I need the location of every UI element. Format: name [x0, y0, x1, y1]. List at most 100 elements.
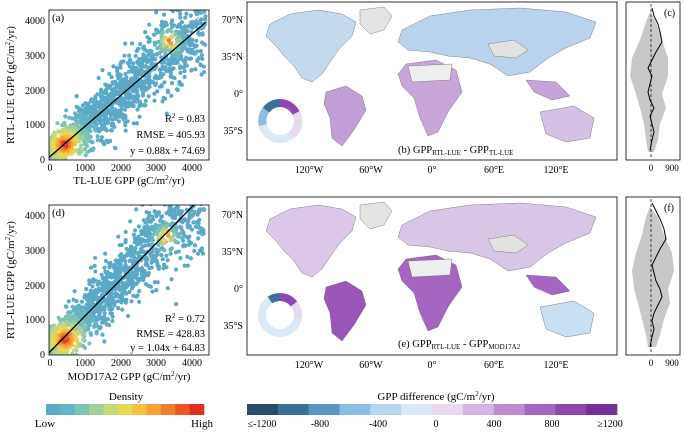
- scatter-point: [77, 148, 81, 152]
- scatter-point: [169, 252, 173, 256]
- density-low-label: Low: [35, 418, 55, 430]
- scatter-point: [193, 188, 197, 192]
- x-tick-a-4: 4000: [182, 163, 202, 174]
- scatter-point: [57, 356, 61, 360]
- scatter-point: [147, 23, 151, 27]
- scatter-point: [202, 2, 206, 6]
- scatter-point: [166, 234, 170, 238]
- scatter-point: [123, 72, 127, 76]
- difference-swatch: [401, 404, 432, 415]
- scatter-point: [167, 39, 171, 43]
- scatter-point: [199, 5, 203, 9]
- scatter-point: [128, 219, 132, 223]
- scatter-point: [64, 305, 68, 309]
- x-tick-a-2: 2000: [111, 163, 131, 174]
- scatter-point: [53, 160, 57, 164]
- lon-60e-bottom: 60°E: [484, 360, 504, 371]
- density-high-label: High: [191, 418, 214, 430]
- scatter-point: [189, 0, 193, 1]
- scatter-point: [181, 0, 185, 3]
- scatter-point: [54, 168, 58, 172]
- y-ticks-d: 0 1000 2000 3000 4000: [25, 211, 45, 361]
- x-tick-d-3: 3000: [146, 358, 166, 369]
- scatter-point: [164, 191, 168, 195]
- scatter-point: [197, 174, 201, 178]
- scatter-point: [160, 99, 164, 103]
- scatter-point: [201, 0, 205, 2]
- difference-swatch: [586, 404, 617, 415]
- scatter-point: [145, 256, 149, 260]
- scatter-point: [100, 321, 104, 325]
- scatter-point: [132, 121, 136, 125]
- scatter-point: [55, 121, 59, 125]
- scatter-point: [165, 190, 169, 194]
- scatter-point: [54, 165, 58, 169]
- scatter-point: [137, 289, 141, 293]
- scatter-point: [80, 300, 84, 304]
- difference-swatch: [340, 404, 371, 415]
- x-tick-d-0: 0: [48, 358, 53, 369]
- scatter-point: [123, 123, 127, 127]
- density-colorbar: [46, 404, 204, 415]
- difference-swatch: [278, 404, 309, 415]
- scatter-point: [168, 196, 172, 200]
- scatter-point: [203, 17, 207, 21]
- scatter-point: [149, 49, 153, 53]
- scatter-point: [184, 198, 188, 202]
- lon-0-top: 0°: [428, 165, 437, 176]
- lon-labels-top: 120°W 60°W 0° 60°E 120°E: [295, 165, 569, 176]
- scatter-point: [110, 319, 114, 323]
- scatter-point: [97, 76, 101, 80]
- scatter-point: [182, 2, 186, 6]
- lat-35s-bottom: 35°S: [223, 321, 243, 332]
- scatter-point: [54, 162, 58, 166]
- scatter-point: [59, 358, 63, 362]
- scatter-point: [173, 197, 177, 201]
- scatter-point: [196, 196, 200, 200]
- scatter-point: [198, 183, 202, 187]
- scatter-point: [107, 265, 111, 269]
- profile-tick-f-1: 900: [665, 358, 679, 368]
- scatter-point: [93, 128, 97, 132]
- scatter-point: [61, 169, 65, 173]
- scatter-point: [195, 3, 199, 7]
- scatter-point: [56, 355, 60, 359]
- lon-120w-top: 120°W: [295, 165, 324, 176]
- density-legend-title: Density: [109, 391, 144, 403]
- profile-tick-c-0: 0: [649, 163, 654, 173]
- difference-swatch: [525, 404, 556, 415]
- scatter-point: [179, 198, 183, 202]
- lat-0-top: 0°: [234, 89, 243, 100]
- r-squared-d: R2 = 0.72: [165, 312, 205, 325]
- scatter-point: [55, 356, 59, 360]
- density-swatch: [190, 404, 205, 415]
- scatter-point: [147, 271, 151, 275]
- scatter-point: [54, 364, 58, 368]
- y-tick-a-0: 0: [40, 155, 45, 166]
- scatter-point: [98, 121, 102, 125]
- scatter-point: [132, 233, 136, 237]
- x-axis-label-a: TL-LUE GPP (gC/m2/yr): [73, 174, 185, 187]
- y-tick-d-4: 4000: [25, 211, 45, 222]
- scatter-point: [180, 236, 184, 240]
- scatter-point: [135, 108, 139, 112]
- scatter-point: [193, 200, 197, 204]
- scatter-point: [122, 54, 126, 58]
- difference-colorbar: [247, 404, 617, 415]
- scatter-point: [189, 14, 193, 18]
- scatter-point: [127, 54, 131, 58]
- scatter-point: [202, 184, 206, 188]
- density-swatch: [89, 404, 104, 415]
- difference-swatch: [494, 404, 525, 415]
- scatter-point: [144, 282, 148, 286]
- scatter-point: [170, 216, 174, 220]
- scatter-point: [94, 331, 98, 335]
- sahara-b: [408, 64, 452, 82]
- scatter-point: [178, 12, 182, 16]
- scatter-point: [53, 172, 57, 176]
- scatter-point: [130, 88, 134, 92]
- scatter-point: [130, 286, 134, 290]
- scatter-point: [137, 224, 141, 228]
- scatter-point: [187, 0, 191, 2]
